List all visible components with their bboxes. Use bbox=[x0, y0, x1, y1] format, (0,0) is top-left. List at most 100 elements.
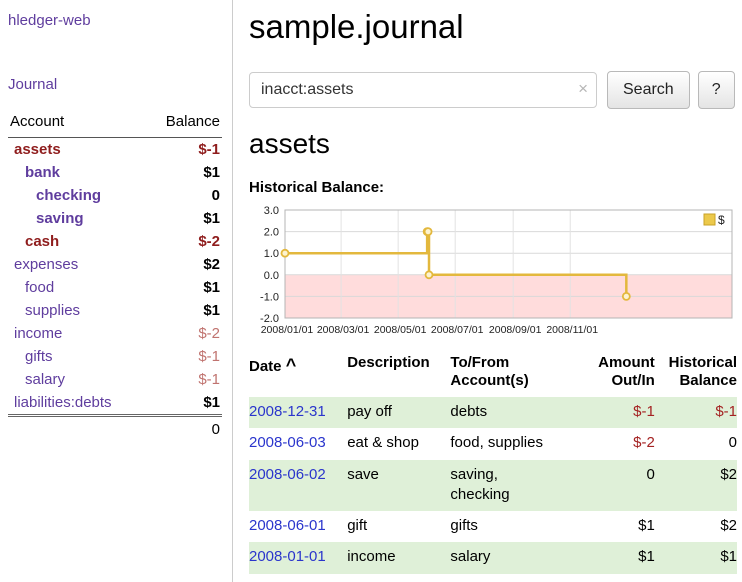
svg-text:2008/01/01: 2008/01/01 bbox=[261, 324, 314, 336]
transaction-amount: $-2 bbox=[633, 434, 655, 452]
transaction-date-link[interactable]: 2008-12-31 bbox=[249, 403, 326, 421]
account-balance: $1 bbox=[203, 279, 220, 296]
register-row: 2008-06-02 save saving, checking 0 $2 bbox=[249, 459, 737, 512]
transaction-balance: $2 bbox=[720, 465, 737, 483]
transaction-accounts: gifts bbox=[450, 517, 478, 535]
sidebar-account-food[interactable]: food bbox=[25, 279, 55, 296]
accounts-total-spacer bbox=[8, 414, 147, 441]
page-title: sample.journal bbox=[249, 8, 464, 45]
account-row: income $-2 bbox=[8, 322, 222, 345]
register-header-account: To/From Account(s) bbox=[450, 353, 529, 390]
transaction-description: eat & shop bbox=[347, 434, 419, 452]
account-row: gifts $-1 bbox=[8, 345, 222, 368]
register-header-date-label: Date bbox=[249, 357, 282, 375]
transaction-balance: $-1 bbox=[715, 403, 737, 421]
svg-text:2008/09/01: 2008/09/01 bbox=[489, 324, 542, 336]
transaction-date-link[interactable]: 2008-06-03 bbox=[249, 434, 326, 452]
transaction-date-link[interactable]: 2008-06-01 bbox=[249, 517, 326, 535]
register-row: 2008-06-01 gift gifts $1 $2 bbox=[249, 511, 737, 542]
search-bar: × Search ? bbox=[249, 70, 737, 109]
transaction-balance: 0 bbox=[728, 434, 737, 452]
account-balance: $-1 bbox=[198, 348, 220, 365]
register-header-amount: Amount Out/In bbox=[598, 353, 655, 390]
account-balance: $-1 bbox=[198, 141, 220, 158]
sidebar: hledger-web Journal Account Balance asse… bbox=[0, 0, 233, 582]
account-balance: $2 bbox=[203, 256, 220, 273]
register-row: 2008-12-31 pay off debts $-1 $-1 bbox=[249, 397, 737, 429]
account-row: expenses $2 bbox=[8, 253, 222, 276]
transaction-date-cell: 2008-06-02 bbox=[249, 460, 347, 512]
sidebar-account-income[interactable]: income bbox=[14, 325, 63, 342]
transaction-date-link[interactable]: 2008-01-01 bbox=[249, 548, 326, 566]
sidebar-account-salary[interactable]: salary bbox=[25, 371, 66, 388]
transaction-balance: $2 bbox=[720, 517, 737, 535]
accounts-header-balance: Balance bbox=[146, 109, 222, 138]
account-row: supplies $1 bbox=[8, 299, 222, 322]
transaction-accounts: saving, checking bbox=[450, 465, 510, 503]
account-heading: assets bbox=[249, 127, 330, 159]
help-button[interactable]: ? bbox=[697, 70, 735, 109]
accounts-header-account: Account bbox=[8, 109, 147, 138]
svg-text:2008/07/01: 2008/07/01 bbox=[431, 324, 484, 336]
register-table-body: 2008-12-31 pay off debts $-1 $-1 2008-06-03 ea… bbox=[249, 397, 737, 574]
svg-text:$: $ bbox=[718, 213, 725, 227]
svg-text:2.0: 2.0 bbox=[264, 226, 279, 238]
sidebar-account-gifts[interactable]: gifts bbox=[25, 348, 53, 365]
register-header-description: Description bbox=[347, 353, 430, 371]
transaction-description: gift bbox=[347, 517, 368, 535]
sidebar-item-journal[interactable]: Journal bbox=[8, 76, 58, 93]
account-row: bank $1 bbox=[8, 161, 222, 184]
search-input[interactable] bbox=[249, 71, 597, 108]
svg-text:2008/11/01: 2008/11/01 bbox=[546, 324, 598, 336]
account-balance: $-2 bbox=[198, 325, 220, 342]
accounts-header-row: Account Balance bbox=[8, 109, 222, 138]
register-table: Date ^ Description To/From Account(s) Am… bbox=[249, 352, 737, 574]
app-title-link[interactable]: hledger-web bbox=[8, 12, 91, 29]
sidebar-account-liabilities-debts[interactable]: liabilities:debts bbox=[14, 394, 112, 411]
svg-text:3.0: 3.0 bbox=[264, 205, 279, 217]
account-balance: $1 bbox=[203, 394, 220, 411]
transaction-amount: $1 bbox=[638, 517, 655, 535]
sidebar-account-cash[interactable]: cash bbox=[25, 233, 60, 250]
transaction-description: income bbox=[347, 548, 396, 566]
transaction-amount: $-1 bbox=[633, 403, 655, 421]
sidebar-account-supplies[interactable]: supplies bbox=[25, 302, 81, 319]
svg-text:2008/03/01: 2008/03/01 bbox=[317, 324, 370, 336]
transaction-accounts: food, supplies bbox=[450, 434, 543, 452]
transaction-date-cell: 2008-01-01 bbox=[249, 542, 347, 573]
account-row: food $1 bbox=[8, 276, 222, 299]
sidebar-account-checking[interactable]: checking bbox=[36, 187, 102, 204]
sidebar-account-expenses[interactable]: expenses bbox=[14, 256, 79, 273]
account-balance: 0 bbox=[211, 187, 220, 204]
account-balance: $1 bbox=[203, 164, 220, 181]
sidebar-account-bank[interactable]: bank bbox=[25, 164, 61, 181]
transaction-date-link[interactable]: 2008-06-02 bbox=[249, 465, 326, 483]
chart-title: Historical Balance: bbox=[249, 178, 385, 196]
transaction-date-cell: 2008-06-01 bbox=[249, 511, 347, 542]
svg-text:0.0: 0.0 bbox=[264, 270, 279, 282]
transaction-amount: 0 bbox=[646, 465, 655, 483]
account-row: cash $-2 bbox=[8, 230, 222, 253]
account-row: salary $-1 bbox=[8, 368, 222, 391]
transaction-balance: $1 bbox=[720, 548, 737, 566]
transaction-accounts: debts bbox=[450, 403, 488, 421]
main-content: sample.journal × Search ? assets Histori… bbox=[233, 0, 742, 582]
accounts-table: Account Balance assets $-1 bank $1 checking 0… bbox=[8, 109, 222, 441]
sidebar-account-assets[interactable]: assets bbox=[14, 141, 61, 158]
clear-search-icon[interactable]: × bbox=[578, 78, 588, 98]
accounts-table-body: assets $-1 bank $1 checking 0 saving $1 cash $-2 e… bbox=[8, 138, 222, 416]
register-header-row: Date ^ Description To/From Account(s) Am… bbox=[249, 352, 737, 398]
transaction-date-cell: 2008-12-31 bbox=[249, 397, 347, 428]
transaction-accounts: salary bbox=[450, 548, 491, 566]
sidebar-account-saving[interactable]: saving bbox=[36, 210, 84, 227]
register-header-date[interactable]: Date ^ bbox=[249, 352, 347, 398]
register-row: 2008-06-03 eat & shop food, supplies $-2 0 bbox=[249, 428, 737, 459]
account-balance: $-1 bbox=[198, 371, 220, 388]
svg-text:-1.0: -1.0 bbox=[260, 291, 279, 303]
svg-text:1.0: 1.0 bbox=[264, 248, 279, 260]
account-row: saving $1 bbox=[8, 207, 222, 230]
account-balance: $1 bbox=[203, 302, 220, 319]
search-button[interactable]: Search bbox=[607, 70, 690, 109]
